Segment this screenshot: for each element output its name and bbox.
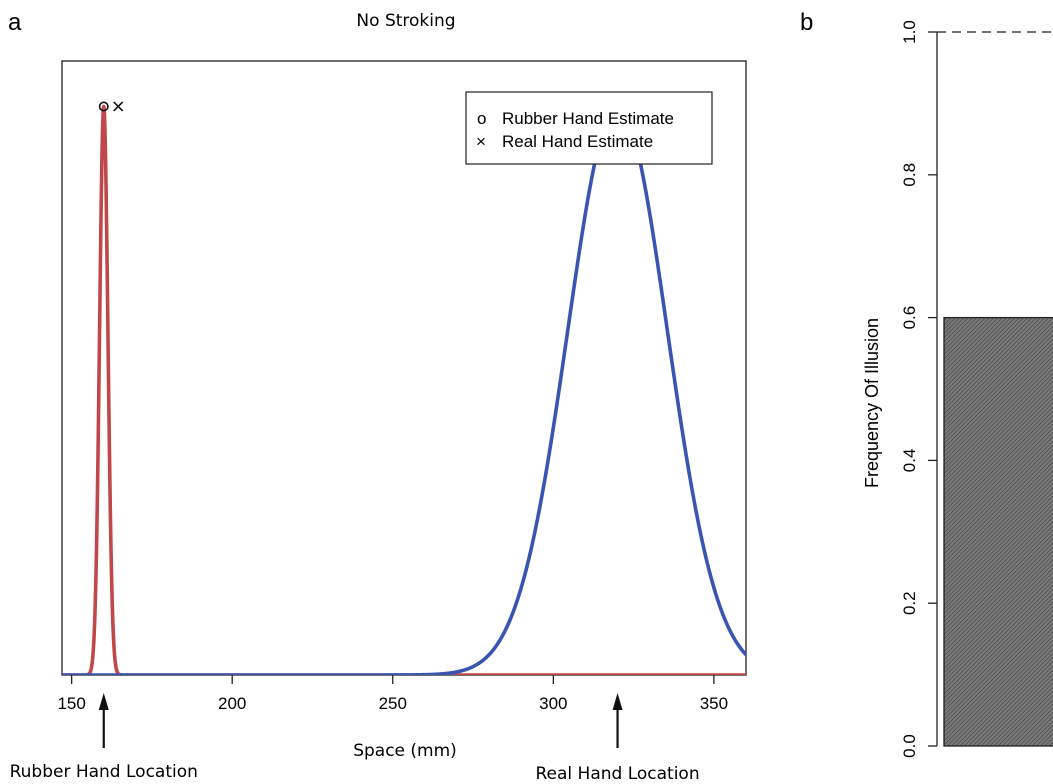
legend-box (465, 91, 713, 165)
y-tick-label-b-4: 0.8 (900, 163, 919, 187)
y-tick-label-b-0: 0.0 (900, 734, 919, 758)
x-tick-label-2: 250 (379, 694, 407, 713)
y-tick-label-b-2: 0.4 (900, 449, 919, 473)
y-tick-label-b-1: 0.2 (900, 591, 919, 615)
legend-label-real: Real Hand Estimate (502, 132, 653, 151)
series-line-0 (62, 104, 746, 675)
legend: o Rubber Hand Estimate × Real Hand Estim… (465, 91, 713, 165)
legend-symbol-1: × (476, 132, 486, 151)
y-axis-label-b: Frequency Of Illusion (862, 318, 882, 488)
x-tick-label-1: 200 (218, 694, 246, 713)
plot-area-a: 150 200 250 300 350 (57, 60, 747, 713)
annotation-label-1: Real Hand Location (535, 764, 699, 784)
x-axis-label: Space (mm) (353, 741, 457, 761)
y-tick-label-b-5: 1.0 (900, 20, 919, 44)
x-tick-label-4: 350 (700, 694, 728, 713)
annotation-arrowhead-1 (612, 693, 623, 710)
series-line-1 (62, 104, 746, 675)
legend-label-rubber: Rubber Hand Estimate (502, 109, 674, 128)
annotation-arrowhead-0 (98, 693, 109, 710)
estimate-point-1 (113, 101, 124, 112)
legend-symbol-0: o (477, 109, 486, 128)
chart-title: No Stroking (356, 11, 455, 31)
estimate-point-0 (98, 101, 109, 112)
x-tick-label-3: 300 (539, 694, 567, 713)
panel-a-letter: a (8, 9, 22, 36)
annotations: Rubber Hand Location Real Hand Location (10, 693, 700, 784)
y-tick-label-b-3: 0.6 (900, 306, 919, 330)
panel-b-letter: b (800, 9, 813, 36)
bar-0 (943, 316, 1053, 747)
plot-area-b: 0.0 0.2 0.4 0.6 0.8 1.0 (900, 20, 1053, 758)
x-tick-label-0: 150 (57, 694, 85, 713)
annotation-label-0: Rubber Hand Location (10, 762, 198, 782)
